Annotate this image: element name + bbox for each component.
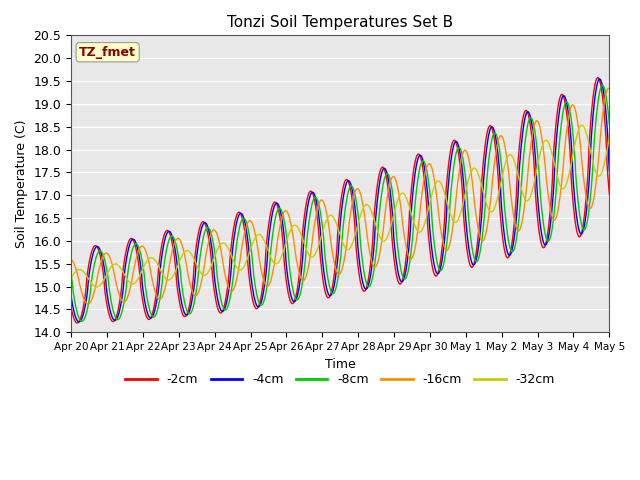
Legend: -2cm, -4cm, -8cm, -16cm, -32cm: -2cm, -4cm, -8cm, -16cm, -32cm — [120, 369, 560, 391]
-8cm — [133, 241, 141, 247]
-32cm — [188, 252, 195, 257]
-4cm — [596, 76, 604, 82]
-4cm — [188, 299, 195, 305]
-16cm — [133, 252, 141, 258]
-2cm — [422, 193, 430, 199]
-2cm — [74, 320, 81, 326]
-32cm — [578, 122, 586, 128]
-8cm — [188, 309, 195, 314]
-32cm — [93, 284, 100, 290]
Title: Tonzi Soil Temperatures Set B: Tonzi Soil Temperatures Set B — [227, 15, 453, 30]
-16cm — [188, 287, 195, 292]
-16cm — [605, 86, 613, 92]
-16cm — [67, 257, 75, 263]
X-axis label: Time: Time — [325, 358, 356, 371]
-16cm — [605, 85, 612, 91]
-2cm — [188, 289, 195, 295]
-32cm — [422, 216, 430, 222]
-4cm — [75, 319, 83, 324]
-2cm — [605, 192, 613, 197]
-2cm — [406, 199, 414, 204]
Line: -32cm: -32cm — [71, 125, 609, 287]
-4cm — [133, 243, 141, 249]
-32cm — [605, 134, 613, 140]
-4cm — [216, 306, 224, 312]
Y-axis label: Soil Temperature (C): Soil Temperature (C) — [15, 120, 28, 248]
-4cm — [406, 229, 414, 235]
-8cm — [67, 273, 75, 279]
-8cm — [605, 121, 613, 127]
Text: TZ_fmet: TZ_fmet — [79, 46, 136, 59]
-4cm — [67, 294, 75, 300]
-16cm — [216, 243, 224, 249]
-2cm — [133, 251, 141, 257]
-4cm — [422, 176, 430, 181]
Line: -4cm: -4cm — [71, 79, 609, 322]
Line: -8cm: -8cm — [71, 85, 609, 322]
-2cm — [216, 310, 224, 316]
-8cm — [78, 319, 86, 324]
-4cm — [78, 316, 86, 322]
-8cm — [77, 318, 84, 324]
-8cm — [216, 293, 224, 299]
-16cm — [406, 256, 414, 262]
-4cm — [605, 168, 613, 174]
-32cm — [406, 207, 414, 213]
Line: -2cm: -2cm — [71, 78, 609, 323]
-32cm — [67, 275, 75, 281]
-2cm — [67, 305, 75, 311]
Line: -16cm: -16cm — [71, 88, 609, 304]
-8cm — [406, 255, 414, 261]
-16cm — [77, 287, 84, 292]
-32cm — [133, 277, 141, 283]
-8cm — [599, 83, 607, 88]
-32cm — [77, 267, 84, 273]
-16cm — [84, 301, 92, 307]
-8cm — [422, 164, 430, 169]
-2cm — [78, 312, 86, 318]
-16cm — [422, 167, 430, 173]
-2cm — [595, 75, 602, 81]
-32cm — [216, 242, 224, 248]
